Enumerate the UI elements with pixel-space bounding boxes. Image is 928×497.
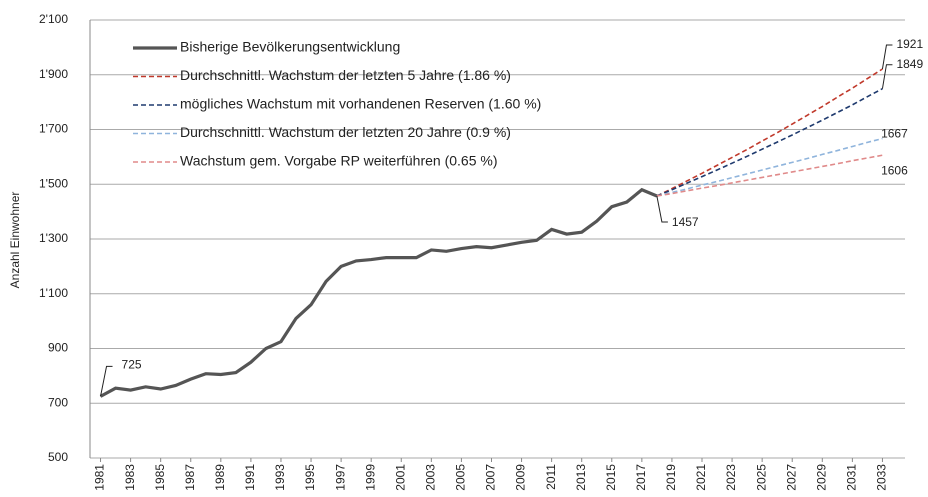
legend-label: mögliches Wachstum mit vorhandenen Reser… [180,96,541,112]
x-tick-label: 2033 [875,464,889,491]
x-tick-label: 2023 [724,464,738,491]
x-tick-label: 1995 [303,464,317,491]
x-tick-label: 2005 [454,464,468,491]
leader-line [881,64,893,89]
y-axis-label: Anzahl Einwohner [8,192,22,289]
x-tick-label: 2017 [634,464,648,491]
legend-label: Durchschnittl. Wachstum der letzten 5 Ja… [180,67,511,83]
x-tick-label: 2021 [694,464,708,491]
data-line [656,154,883,197]
leader-line [100,365,113,397]
y-tick-label: 1'900 [39,67,68,81]
leader-line [656,195,668,223]
x-tick-label: 1989 [213,464,227,491]
y-tick-label: 2'100 [39,12,68,26]
data-line [656,137,883,197]
data-line [99,187,658,398]
data-label: 725 [122,358,142,372]
x-tick-label: 2009 [514,464,528,491]
x-tick-label: 2003 [424,464,438,491]
x-tick-label: 2001 [393,464,407,491]
y-tick-label: 1'300 [39,231,68,245]
x-tick-label: 2007 [484,464,498,491]
x-tick-label: 1981 [93,464,107,491]
data-label: 1667 [881,127,908,141]
data-line [656,68,883,197]
x-tick-label: 1985 [153,464,167,491]
legend-label: Durchschnittl. Wachstum der letzten 20 J… [180,124,511,140]
data-label: 1849 [896,57,923,71]
y-tick-label: 900 [48,341,68,355]
x-tick-label: 1999 [363,464,377,491]
y-tick-label: 700 [48,395,68,409]
legend-label: Bisherige Bevölkerungsentwicklung [180,39,400,55]
y-tick-label: 500 [48,450,68,464]
y-tick-label: 1'700 [39,122,68,136]
legend-label: Wachstum gem. Vorgabe RP weiterführen (0… [180,153,497,169]
data-label: 1921 [896,37,923,51]
x-tick-label: 2025 [754,464,768,491]
x-tick-label: 2013 [574,464,588,491]
x-tick-label: 2015 [604,464,618,491]
y-tick-label: 1'100 [39,286,68,300]
data-label: 1606 [881,163,908,177]
data-line [656,88,883,197]
x-tick-label: 2031 [845,464,859,491]
x-tick-label: 1987 [183,464,197,491]
x-tick-label: 2029 [814,464,828,491]
x-tick-label: 2011 [544,464,558,490]
x-tick-label: 1993 [273,464,287,491]
y-tick-label: 1'500 [39,176,68,190]
leader-line [881,44,893,70]
x-tick-label: 1991 [243,464,257,491]
x-tick-label: 2019 [664,464,678,491]
x-tick-label: 2027 [784,464,798,491]
data-label: 1457 [672,215,699,229]
x-tick-label: 1997 [333,464,347,491]
x-tick-label: 1983 [123,464,137,491]
